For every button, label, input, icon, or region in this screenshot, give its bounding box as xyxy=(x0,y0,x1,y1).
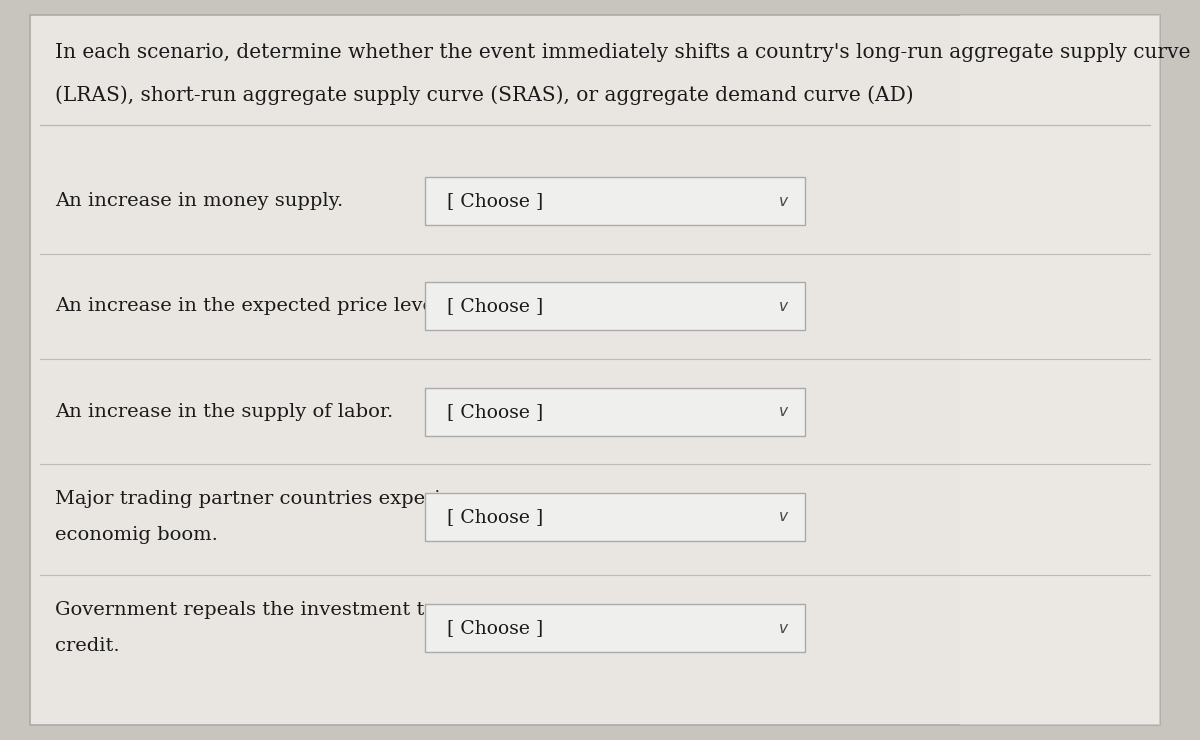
Text: credit.: credit. xyxy=(55,637,120,655)
Text: v: v xyxy=(779,621,787,636)
Text: [ Choose ]: [ Choose ] xyxy=(446,508,544,526)
FancyBboxPatch shape xyxy=(960,15,1160,725)
Text: v: v xyxy=(779,509,787,525)
Text: economig boom.: economig boom. xyxy=(55,526,218,544)
Text: Government repeals the investment tax: Government repeals the investment tax xyxy=(55,601,446,619)
FancyBboxPatch shape xyxy=(425,388,805,436)
Text: Major trading partner countries experience: Major trading partner countries experien… xyxy=(55,490,487,508)
Text: v: v xyxy=(779,194,787,209)
FancyBboxPatch shape xyxy=(425,283,805,330)
Text: An increase in the supply of labor.: An increase in the supply of labor. xyxy=(55,403,394,420)
Text: v: v xyxy=(779,404,787,419)
FancyBboxPatch shape xyxy=(30,15,1160,725)
FancyBboxPatch shape xyxy=(425,604,805,652)
Text: [ Choose ]: [ Choose ] xyxy=(446,192,544,210)
Text: v: v xyxy=(779,299,787,314)
Text: [ Choose ]: [ Choose ] xyxy=(446,297,544,315)
Text: [ Choose ]: [ Choose ] xyxy=(446,619,544,637)
Text: (LRAS), short-run aggregate supply curve (SRAS), or aggregate demand curve (AD): (LRAS), short-run aggregate supply curve… xyxy=(55,85,913,104)
Text: An increase in the expected price level.: An increase in the expected price level. xyxy=(55,297,446,315)
FancyBboxPatch shape xyxy=(425,493,805,541)
FancyBboxPatch shape xyxy=(425,177,805,225)
Text: An increase in money supply.: An increase in money supply. xyxy=(55,192,343,210)
Text: [ Choose ]: [ Choose ] xyxy=(446,403,544,420)
Text: In each scenario, determine whether the event immediately shifts a country's lon: In each scenario, determine whether the … xyxy=(55,43,1190,62)
